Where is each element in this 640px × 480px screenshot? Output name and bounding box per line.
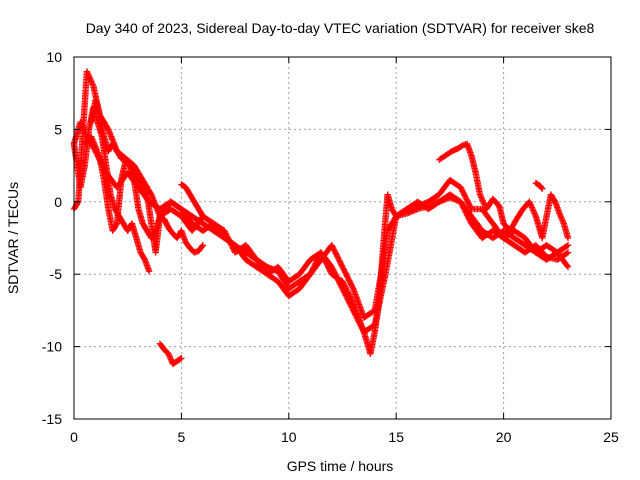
y-tick-label: -10 [42,339,62,355]
data-point [199,242,207,249]
data-point [165,350,172,358]
data-point [87,76,94,84]
data-point [86,75,94,82]
data-point [165,352,173,359]
series-track-8 [178,181,207,220]
series-track-5 [81,133,207,256]
plot-frame [73,56,612,420]
data-point [530,207,537,214]
data-point [167,356,175,363]
data-point [178,354,185,362]
data-point [89,81,96,88]
data-point [84,69,91,77]
data-point [531,211,539,219]
data-point [563,242,571,250]
data-point [556,211,564,219]
data-point [478,195,486,203]
data-point [558,214,565,221]
x-tick-label: 0 [70,429,78,445]
data-point [531,210,538,217]
data-point [564,242,572,249]
series-track-6 [435,140,572,242]
data-point [198,211,206,219]
data-point [88,78,95,85]
data-point [528,204,536,211]
data-point [559,218,567,226]
x-tick-label: 10 [281,429,297,445]
data-point [199,213,207,220]
x-axis-label: GPS time / hours [287,458,394,474]
series-isolated-arc [156,340,185,368]
data-point [564,234,572,242]
data-point [564,249,572,256]
data-point [530,208,538,216]
x-tick-label: 25 [603,429,619,445]
data-point [479,197,486,204]
data-point [89,137,97,145]
x-tick-label: 20 [496,429,512,445]
data-marks [70,68,572,368]
y-tick-label: -15 [42,411,62,427]
data-point [86,74,93,81]
data-point [557,213,564,220]
data-point [167,354,174,362]
data-point [480,200,488,207]
chart-title: Day 340 of 2023, Sidereal Day-to-day VTE… [86,20,595,36]
series-track-7 [532,179,546,192]
data-point [90,139,97,146]
data-point [177,355,184,363]
data-point [198,243,206,250]
data-point [478,194,485,201]
axis-ticks: 0 5 10 15 20 25 -15 -10 -5 0 5 10 [42,49,619,445]
data-point [104,124,111,132]
y-tick-label: -5 [50,266,63,282]
data-point [83,68,91,75]
data-point [477,192,484,200]
data-point [528,202,535,210]
x-tick-label: 15 [388,429,404,445]
data-point [559,217,566,224]
data-point [349,284,356,291]
data-point [91,142,99,149]
data-point [529,205,536,213]
data-point [113,221,120,228]
data-point [539,185,546,192]
data-point [166,353,173,360]
data-point [84,71,92,78]
data-point [558,215,566,223]
data-point [87,133,95,140]
y-tick-label: 10 [46,49,62,65]
data-point [526,200,534,207]
data-point [538,184,545,192]
data-point [91,140,98,148]
y-axis-label: SDTVAR / TECUs [5,182,21,294]
data-point [88,79,96,87]
x-tick-label: 5 [178,429,186,445]
data-point [479,198,487,205]
data-point [563,250,571,257]
y-tick-label: 5 [54,121,62,137]
data-point [89,136,96,143]
data-point [145,268,153,275]
data-point [74,199,81,207]
data-point [85,72,93,80]
data-point [88,134,95,142]
data-point [563,262,571,269]
data-point [564,263,572,271]
data-point [556,210,563,217]
data-point [526,198,533,205]
data-point [527,201,534,208]
data-point [476,191,484,198]
y-tick-label: 0 [54,194,62,210]
series-track-1 [70,118,572,358]
